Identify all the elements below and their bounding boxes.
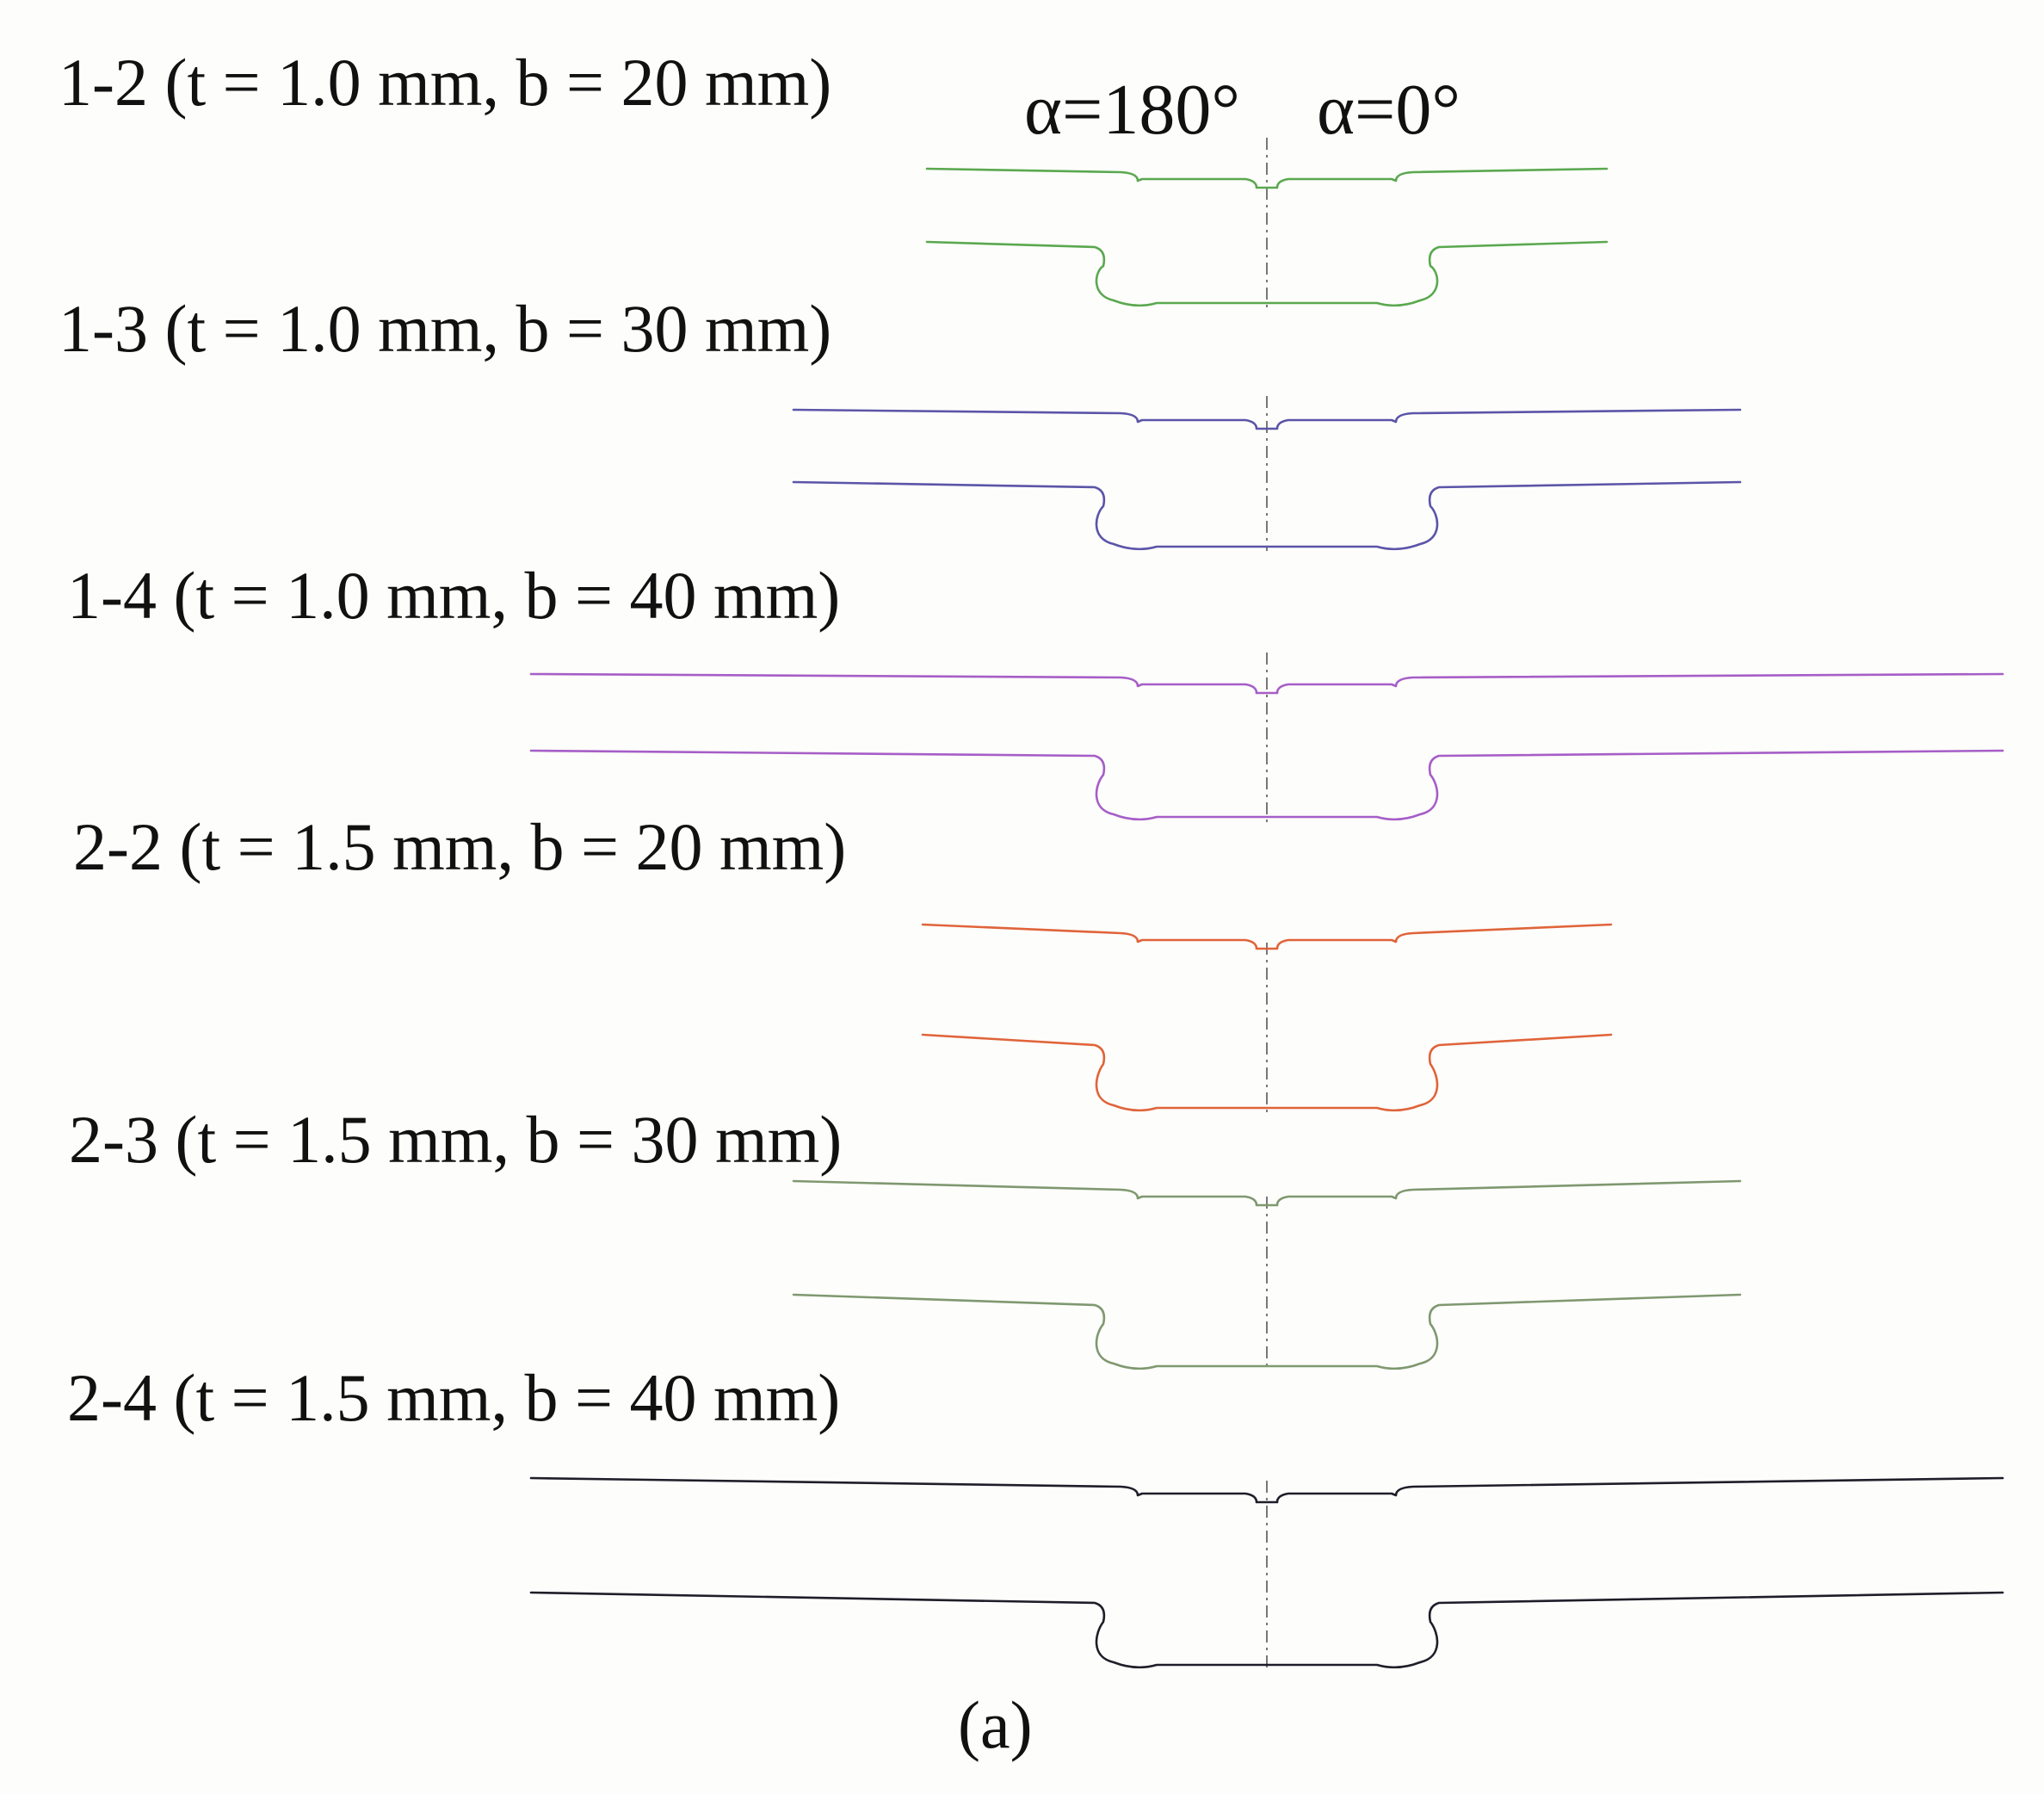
profile-bottom-1-3	[792, 480, 1742, 551]
profile-top-2-4	[529, 1476, 2004, 1504]
profiles-group	[529, 167, 2004, 1669]
profile-top-1-4	[529, 672, 2004, 695]
alpha-0-label: α=0°	[1317, 70, 1460, 150]
profile-top-2-2	[921, 923, 1613, 950]
specimen-label-2-3: 2-3 (t = 1.5 mm, b = 30 mm)	[69, 1102, 842, 1177]
specimen-label-2-2: 2-2 (t = 1.5 mm, b = 20 mm)	[73, 809, 846, 884]
specimen-label-1-2: 1-2 (t = 1.0 mm, b = 20 mm)	[59, 45, 831, 120]
specimen-label-2-4: 2-4 (t = 1.5 mm, b = 40 mm)	[67, 1360, 840, 1435]
figure-caption: (a)	[958, 1687, 1033, 1762]
profile-bottom-2-2	[921, 1033, 1613, 1112]
profile-bottom-1-2	[925, 240, 1609, 307]
profile-top-2-3	[792, 1179, 1742, 1207]
alpha-180-label: α=180°	[1024, 70, 1240, 150]
specimen-label-1-3: 1-3 (t = 1.0 mm, b = 30 mm)	[59, 291, 831, 366]
profile-bottom-2-4	[529, 1591, 2004, 1669]
profile-bottom-1-4	[529, 749, 2004, 821]
profile-top-1-3	[792, 408, 1742, 430]
profile-bottom-2-3	[792, 1293, 1742, 1370]
profile-top-1-2	[925, 167, 1609, 189]
specimen-label-1-4: 1-4 (t = 1.0 mm, b = 40 mm)	[67, 558, 840, 633]
